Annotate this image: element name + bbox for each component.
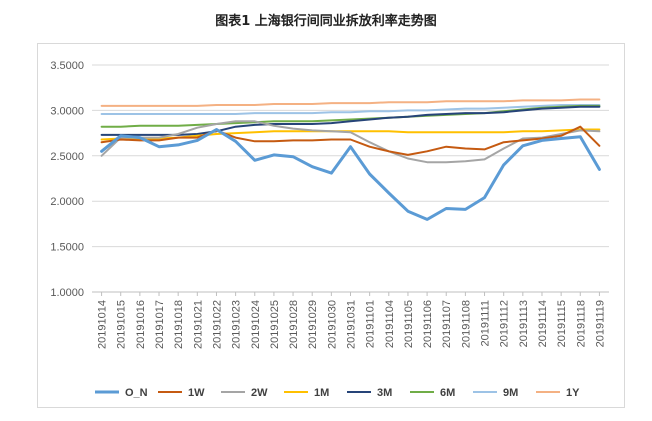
legend-label: O_N <box>125 387 148 399</box>
x-tick-label: 20191014 <box>97 300 109 349</box>
x-tick-label: 20191106 <box>422 300 434 348</box>
x-tick-label: 20191107 <box>441 300 453 348</box>
legend-label: 3M <box>377 387 392 399</box>
x-tick-label: 20191021 <box>192 300 204 349</box>
legend-label: 1Y <box>566 387 580 399</box>
x-tick-label: 20191028 <box>288 300 300 349</box>
legend-label: 9M <box>503 387 518 399</box>
series-line-o-n <box>100 128 601 221</box>
y-tick-label: 2.5000 <box>50 151 84 163</box>
x-tick-label: 20191016 <box>135 300 147 349</box>
x-tick-label: 20191022 <box>211 300 223 349</box>
x-tick-label: 20191108 <box>460 300 472 348</box>
x-tick-label: 20191015 <box>116 300 128 349</box>
y-axis: 1.0000 1.5000 2.0000 2.5000 3.0000 3.5000 <box>50 60 84 299</box>
legend-label: 2W <box>251 387 268 399</box>
x-tick-label: 20191031 <box>346 300 358 349</box>
legend: O_N 1W 2W 1M 3M 6M 9M 1Y <box>95 387 580 399</box>
legend-label: 6M <box>440 387 455 399</box>
series-line-9m <box>100 104 601 115</box>
series-line-1w <box>100 125 601 156</box>
series-lines <box>100 98 601 221</box>
x-tick-label: 20191111 <box>480 300 492 347</box>
gridlines <box>92 64 609 293</box>
x-tick-label: 20191018 <box>173 300 185 349</box>
series-line-6m <box>100 104 601 128</box>
y-tick-label: 2.0000 <box>50 196 84 208</box>
x-tick-label: 20191030 <box>326 300 338 349</box>
y-tick-label: 3.5000 <box>50 60 84 72</box>
x-tick-label: 20191104 <box>384 300 396 348</box>
x-tick-label: 20191017 <box>154 300 166 349</box>
legend-label: 1W <box>188 387 205 399</box>
x-tick-label: 20191112 <box>499 300 511 347</box>
x-tick-label: 20191029 <box>307 300 319 349</box>
x-tick-label: 20191105 <box>403 300 415 348</box>
y-tick-label: 3.0000 <box>50 105 84 117</box>
x-tick-label: 20191115 <box>556 300 568 347</box>
series-line-1y <box>100 98 601 107</box>
x-tick-label: 20191113 <box>518 300 530 347</box>
legend-label: 1M <box>314 387 329 399</box>
x-tick-label: 20191118 <box>575 300 587 347</box>
y-tick-label: 1.0000 <box>50 287 84 299</box>
y-tick-label: 1.5000 <box>50 242 84 254</box>
page-title: 图表1 上海银行间同业拆放利率走势图 <box>215 14 437 29</box>
x-tick-label: 20191025 <box>269 300 281 349</box>
x-tick-label: 20191114 <box>537 300 549 347</box>
chart-frame <box>37 43 625 408</box>
x-tick-label: 20191023 <box>231 300 243 349</box>
x-tick-label: 20191101 <box>365 300 377 348</box>
x-tick-label: 20191024 <box>250 300 262 349</box>
series-line-3m <box>100 105 601 136</box>
x-axis: 20191014 20191015 20191016 20191017 20191018… <box>97 292 606 349</box>
x-tick-label: 20191119 <box>594 300 606 347</box>
